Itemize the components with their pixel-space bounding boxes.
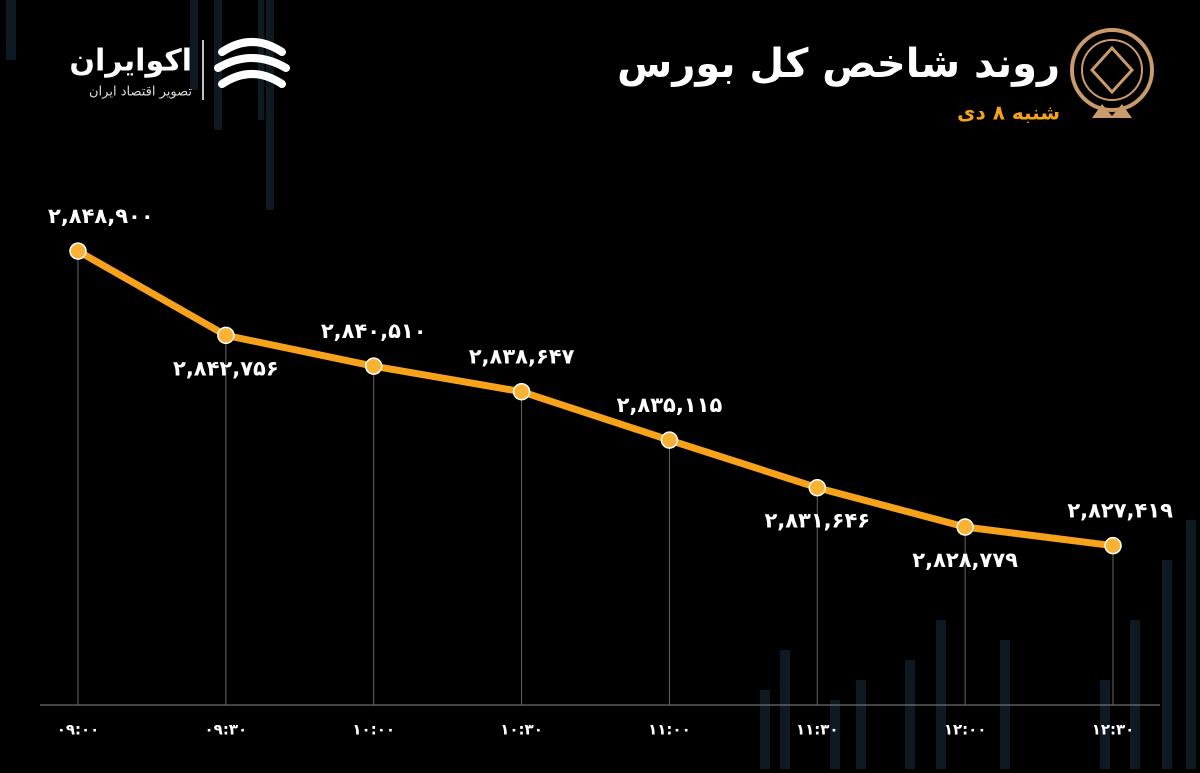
data-point [364,357,383,375]
data-point [217,326,235,345]
x-tick-label: ۱۱:۰۰ [648,721,691,739]
x-tick-label: ۰۹:۰۰ [57,721,100,739]
brand-name: اکوایران [69,44,192,79]
x-tick-label: ۱۲:۰۰ [944,721,987,739]
value-label: ۲,۸۲۷,۴۱۹ [1067,499,1173,523]
value-label: ۲,۸۴۸,۹۰۰ [48,204,154,228]
logo: اکوایران تصویر اقتصاد ایران [69,38,290,100]
data-point [512,382,531,401]
value-label: ۲,۸۲۸,۷۷۹ [912,548,1018,572]
x-tick-label: ۱۱:۳۰ [796,721,839,739]
data-point [1104,536,1122,555]
x-tick-label: ۰۹:۳۰ [205,721,248,739]
chart-subtitle: شنبه ۸ دی [957,101,1060,125]
data-point [956,518,974,536]
x-tick-label: ۱۰:۳۰ [500,721,543,739]
data-point [69,242,87,260]
x-tick-label: ۱۲:۳۰ [1092,721,1135,739]
emblem [1070,28,1154,118]
chart-title: روند شاخص کل بورس [617,41,1060,87]
brand-tagline: تصویر اقتصاد ایران [89,85,192,100]
series-line [76,248,1114,550]
data-point [808,478,827,497]
value-label: ۲,۸۳۱,۶۴۶ [764,509,870,533]
data-point [660,431,679,449]
value-label: ۲,۸۳۵,۱۱۵ [617,393,723,417]
value-label: ۲,۸۳۸,۶۴۷ [469,345,575,369]
value-label: ۲,۸۴۲,۷۵۶ [173,356,279,380]
value-label: ۲,۸۴۰,۵۱۰ [321,319,427,343]
x-tick-label: ۱۰:۰۰ [352,721,395,739]
